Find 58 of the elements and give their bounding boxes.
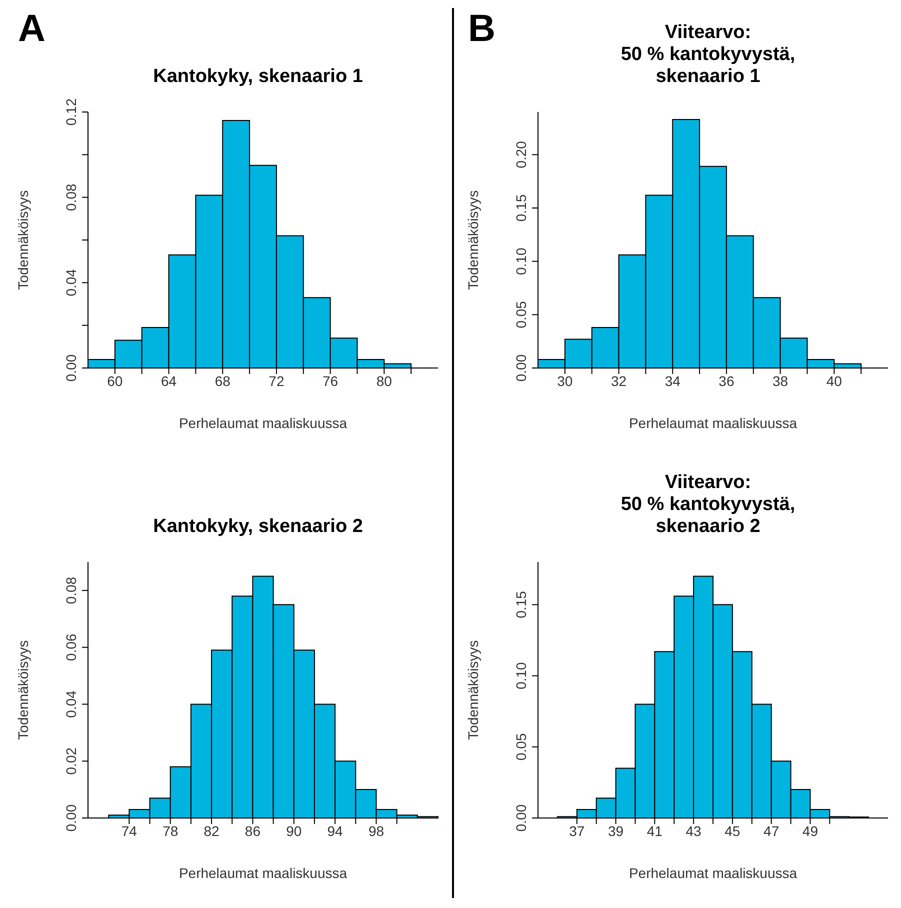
chart-title: Kantokyky, skenaario 2 (153, 516, 363, 538)
y-tick-label: 0.00 (513, 354, 529, 382)
y-tick-label: 0.04 (63, 268, 79, 296)
y-tick-label: 0.00 (63, 354, 79, 382)
x-tick-label: 34 (664, 372, 681, 389)
text: A (18, 8, 46, 51)
x-axis-title: Perhelaumat maaliskuussa (628, 415, 798, 431)
chart-title: Viitearvo: 50 % kantokyvystä, skenaario 1 (620, 22, 796, 88)
x-tick-label: 36 (718, 372, 734, 389)
x-tick-label: 82 (204, 822, 220, 839)
y-tick-label: 0.05 (513, 733, 529, 761)
x-tick-label: 86 (244, 822, 261, 839)
x-axis-title: Perhelaumat maaliskuussa (628, 865, 798, 881)
x-tick-label: 32 (610, 372, 627, 389)
y-tick-label: 0.15 (513, 194, 529, 222)
x-tick-label: 37 (569, 822, 585, 839)
x-tick-label: 94 (327, 822, 344, 839)
y-axis-title: Todennäköisyys (464, 640, 481, 740)
x-axis-title: Perhelaumat maaliskuussa (178, 865, 348, 881)
y-tick-label: 0.02 (63, 747, 79, 775)
x-tick-label: 76 (322, 372, 338, 389)
x-tick-label: 45 (724, 822, 740, 839)
x-tick-label: 41 (646, 822, 663, 839)
y-axis-title: Todennäköisyys (14, 190, 31, 290)
x-tick-label: 90 (286, 822, 302, 839)
chart-title: Kantokyky, skenaario 1 (153, 66, 363, 88)
y-tick-label: 0.00 (513, 804, 529, 832)
y-tick-label: 0.04 (63, 690, 79, 718)
x-axis-title: Perhelaumat maaliskuussa (178, 415, 348, 431)
x-tick-label: 49 (802, 822, 818, 839)
x-tick-label: 68 (214, 372, 231, 389)
y-tick-label: 0.20 (513, 140, 529, 168)
x-tick-label: 74 (121, 822, 138, 839)
y-tick-label: 0.08 (63, 183, 79, 211)
x-tick-label: 64 (160, 372, 177, 389)
y-axis-title: Todennäköisyys (14, 640, 31, 740)
y-tick-label: 0.08 (63, 576, 79, 604)
x-tick-label: 60 (107, 372, 123, 389)
x-tick-label: 39 (608, 822, 624, 839)
x-tick-label: 98 (368, 822, 384, 839)
text: B (468, 8, 496, 51)
y-axis-title: Todennäköisyys (464, 190, 481, 290)
x-tick-label: 80 (376, 372, 392, 389)
x-tick-label: 40 (826, 372, 842, 389)
x-tick-label: 72 (268, 372, 284, 389)
y-tick-label: 0.05 (513, 300, 529, 328)
x-tick-label: 30 (557, 372, 573, 389)
x-tick-label: 78 (162, 822, 178, 839)
y-tick-label: 0.12 (63, 98, 79, 126)
y-tick-label: 0.10 (513, 247, 529, 275)
y-tick-label: 0.06 (63, 633, 79, 661)
y-tick-label: 0.15 (513, 590, 529, 618)
x-tick-label: 38 (772, 372, 788, 389)
y-tick-label: 0.00 (63, 804, 79, 832)
chart-title: Viitearvo: 50 % kantokyvystä, skenaario 2 (620, 472, 796, 538)
y-tick-label: 0.10 (513, 662, 529, 690)
x-tick-label: 47 (764, 822, 780, 839)
x-tick-label: 43 (686, 822, 702, 839)
